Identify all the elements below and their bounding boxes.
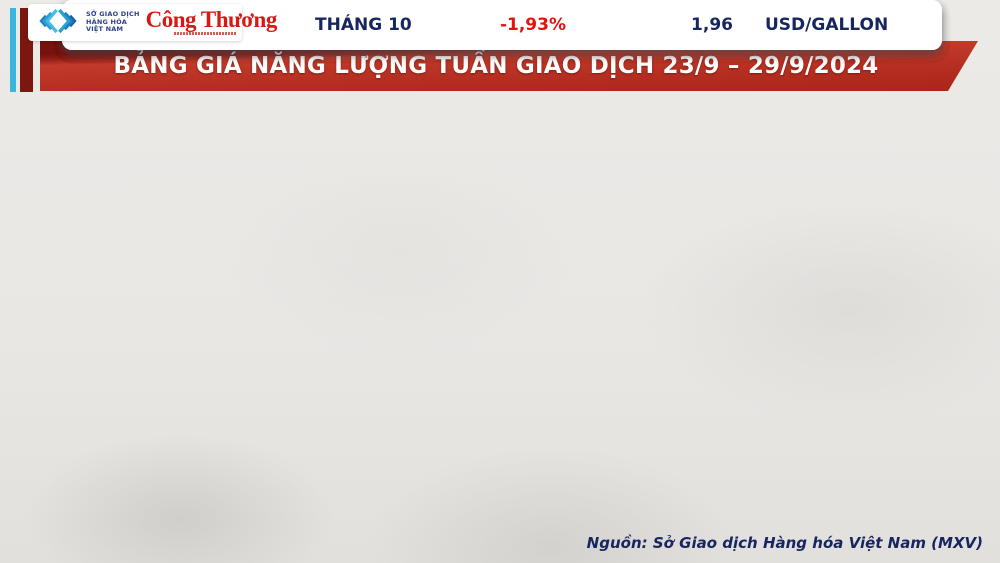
weekly-change: -1,93%	[499, 15, 567, 35]
source-attribution: Nguồn: Sở Giao dịch Hàng hóa Việt Nam (M…	[586, 534, 983, 552]
congthuong-logo: Công Thương	[146, 8, 277, 35]
price-unit: USD/GALLON	[765, 15, 889, 35]
congthuong-tagline-bar	[173, 32, 236, 35]
congthuong-wordmark: Công Thương	[145, 7, 278, 32]
mxv-logo-text: SỞ GIAO DỊCH HÀNG HÓA VIỆT NAM	[86, 10, 140, 34]
mxv-chevron-logo-icon	[36, 6, 80, 40]
accent-bar-cyan	[10, 8, 16, 92]
logo-box: SỞ GIAO DỊCH HÀNG HÓA VIỆT NAM Công Thươ…	[28, 4, 277, 41]
page-title: BẢNG GIÁ NĂNG LƯỢNG TUẦN GIAO DỊCH 23/9 …	[113, 53, 879, 79]
price-value: 1,96	[691, 15, 733, 35]
contract-month: THÁNG 10	[315, 15, 412, 35]
